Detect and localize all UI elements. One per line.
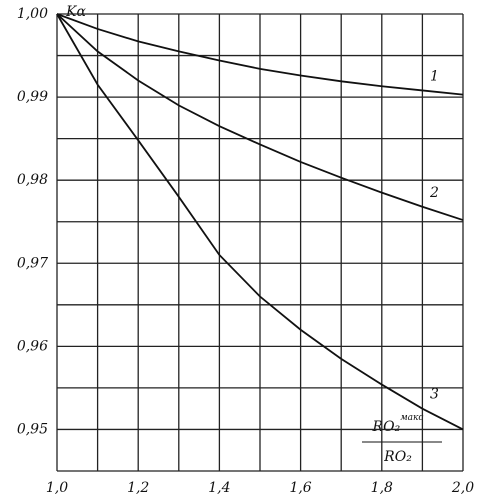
y-tick-label: 0,96 <box>17 338 48 354</box>
x-label-denominator: RO₂ <box>383 449 412 465</box>
x-tick-label: 1,2 <box>127 480 149 496</box>
y-tick-label: 0,98 <box>17 172 48 188</box>
x-tick-label: 1,8 <box>371 480 393 496</box>
y-tick-label: 0,97 <box>17 255 48 271</box>
y-tick-label: 0,95 <box>17 421 48 437</box>
series-line <box>56 13 464 431</box>
y-tick-label: 1,00 <box>17 6 48 22</box>
y-axis-label: Kα <box>65 4 86 20</box>
x-tick-label: 1,0 <box>46 480 68 496</box>
x-label-sup: макс <box>400 413 423 423</box>
y-tick-label: 0,99 <box>17 89 48 105</box>
series-label: 2 <box>429 185 439 201</box>
series-label: 3 <box>430 387 439 403</box>
x-label-numerator: RO₂макс <box>372 413 424 436</box>
series-label: 1 <box>430 68 439 84</box>
series-line <box>56 13 464 221</box>
x-tick-label: 2,0 <box>451 480 474 496</box>
x-tick-label: 1,4 <box>208 480 230 496</box>
x-tick-label: 1,6 <box>289 480 311 496</box>
series-line <box>56 13 464 96</box>
x-label-num-text: RO₂ <box>372 419 401 435</box>
